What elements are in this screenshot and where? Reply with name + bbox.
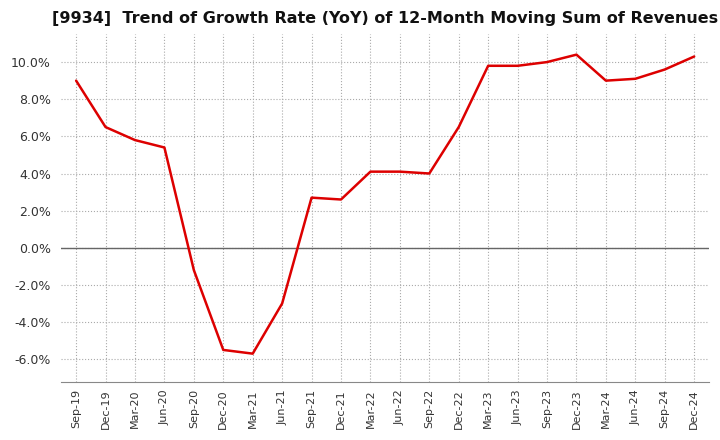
Title: [9934]  Trend of Growth Rate (YoY) of 12-Month Moving Sum of Revenues: [9934] Trend of Growth Rate (YoY) of 12-… <box>52 11 719 26</box>
